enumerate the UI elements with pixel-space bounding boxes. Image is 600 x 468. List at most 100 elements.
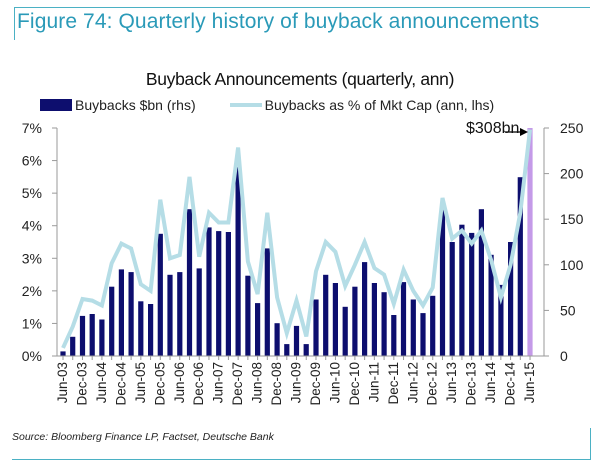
bar-Dec-13 [469, 232, 475, 356]
svg-text:Dec-07: Dec-07 [230, 362, 245, 406]
svg-text:3%: 3% [22, 250, 42, 266]
svg-text:Jun-12: Jun-12 [405, 362, 420, 403]
svg-text:Jun-08: Jun-08 [250, 362, 265, 403]
svg-text:Jun-15: Jun-15 [522, 362, 537, 403]
bar-Dec-04 [118, 269, 124, 356]
bar-Jun-15 [527, 128, 533, 356]
svg-text:Jun-11: Jun-11 [366, 362, 381, 402]
svg-text:Jun-03: Jun-03 [55, 362, 70, 403]
chart-title: Buyback Announcements (quarterly, ann) [145, 69, 455, 89]
bar-Sep-12 [420, 313, 426, 356]
bar-Mar-04 [89, 314, 95, 356]
bar-Dec-05 [157, 233, 163, 356]
bar-Mar-11 [362, 262, 368, 356]
svg-text:Dec-06: Dec-06 [191, 362, 206, 406]
bar-Jun-07 [216, 231, 222, 356]
svg-text:Jun-10: Jun-10 [327, 362, 342, 403]
svg-text:Jun-05: Jun-05 [133, 362, 148, 403]
bar-Dec-06 [196, 268, 202, 356]
bar-Jun-14 [488, 254, 494, 356]
svg-text:Dec-13: Dec-13 [464, 362, 479, 406]
svg-text:Jun-09: Jun-09 [289, 362, 304, 403]
svg-text:0%: 0% [22, 348, 42, 364]
bar-Jun-09 [293, 325, 300, 356]
frame-left-rule [14, 7, 15, 40]
legend-bar-label: Buybacks $bn (rhs) [75, 97, 196, 113]
bar-Jun-03 [60, 351, 66, 356]
buyback-chart: 0% 1% 2% 3% 4% 5% 6% 7% 0 50 100 150 200 250 Jun-03 Dec… [22, 120, 584, 406]
bar-Mar-09 [284, 344, 290, 356]
bar-Dec-11 [391, 315, 397, 356]
bar-Jun-05 [138, 301, 144, 356]
svg-text:1%: 1% [22, 315, 42, 331]
legend-line-label: Buybacks as % of Mkt Cap (ann, lhs) [264, 97, 495, 113]
bar-Dec-14 [508, 242, 514, 356]
svg-text:Dec-05: Dec-05 [152, 362, 167, 406]
svg-text:Dec-04: Dec-04 [113, 362, 128, 406]
frame-bottom-rule [12, 459, 591, 460]
frame-right-rule [590, 428, 591, 460]
bar-Sep-13 [459, 224, 465, 356]
peak-annotation-label: $308bn [466, 120, 520, 137]
svg-text:Jun-13: Jun-13 [444, 362, 459, 403]
bar-Jun-10 [332, 283, 338, 356]
bar-Sep-14 [498, 284, 504, 356]
bar-Sep-07 [225, 232, 231, 356]
svg-text:50: 50 [560, 302, 576, 318]
bar-Mar-05 [128, 272, 134, 356]
bar-Mar-14 [478, 209, 484, 356]
bar-Mar-08 [245, 275, 251, 356]
bar-Jun-12 [410, 299, 416, 356]
bar-Dec-12 [430, 295, 436, 356]
chart-legend: Buybacks $bn (rhs) Buybacks as % of Mkt … [40, 97, 494, 113]
bar-Sep-10 [342, 306, 348, 356]
bar-Mar-10 [323, 274, 329, 356]
svg-text:5%: 5% [22, 185, 42, 201]
svg-text:4%: 4% [22, 218, 42, 234]
frame-top-rule [14, 7, 590, 8]
bar-Dec-10 [352, 286, 358, 356]
bar-Dec-08 [274, 323, 280, 356]
bar-Mar-07 [206, 227, 212, 356]
bar-Sep-11 [381, 292, 387, 356]
bar-Sep-04 [109, 286, 115, 356]
svg-text:0: 0 [560, 348, 568, 364]
svg-text:150: 150 [560, 211, 584, 227]
bar-Sep-06 [186, 209, 193, 356]
legend-line-swatch [229, 103, 262, 107]
figure-title: Figure 74: Quarterly history of buyback … [17, 10, 540, 33]
svg-text:Jun-14: Jun-14 [483, 362, 498, 404]
svg-text:200: 200 [560, 166, 584, 182]
svg-text:Jun-04: Jun-04 [94, 362, 109, 404]
svg-text:Dec-09: Dec-09 [308, 362, 323, 406]
bar-Dec-03 [79, 315, 86, 356]
svg-text:Dec-14: Dec-14 [503, 362, 518, 406]
pct-mktcap-line [61, 129, 532, 349]
bar-Sep-09 [303, 344, 309, 356]
bar-Mar-15 [517, 177, 523, 356]
svg-text:Jun-06: Jun-06 [172, 362, 187, 403]
legend-bar-swatch [40, 99, 72, 111]
bar-Jun-08 [255, 303, 261, 356]
svg-text:6%: 6% [22, 153, 42, 169]
bar-Jun-13 [449, 242, 455, 356]
svg-text:2%: 2% [22, 283, 42, 299]
bar-Mar-06 [167, 274, 173, 356]
svg-text:250: 250 [560, 120, 584, 136]
bar-Jun-06 [177, 272, 183, 356]
bar-Dec-09 [313, 299, 319, 356]
svg-text:Dec-11: Dec-11 [386, 362, 401, 405]
bar-Mar-12 [400, 282, 407, 356]
bar-Jun-04 [99, 319, 105, 356]
svg-text:Jun-07: Jun-07 [211, 362, 226, 403]
bar-Sep-05 [148, 304, 154, 356]
bar-Jun-11 [371, 283, 377, 356]
peak-annotation: $308bn [466, 120, 519, 138]
bar-Mar-13 [439, 208, 446, 356]
svg-text:Dec-12: Dec-12 [425, 362, 440, 406]
svg-text:7%: 7% [22, 120, 42, 136]
svg-text:Dec-08: Dec-08 [269, 362, 284, 406]
source-note: Source: Bloomberg Finance LP, Factset, D… [12, 431, 274, 443]
bar-Dec-07 [235, 167, 241, 356]
svg-text:100: 100 [560, 257, 584, 273]
